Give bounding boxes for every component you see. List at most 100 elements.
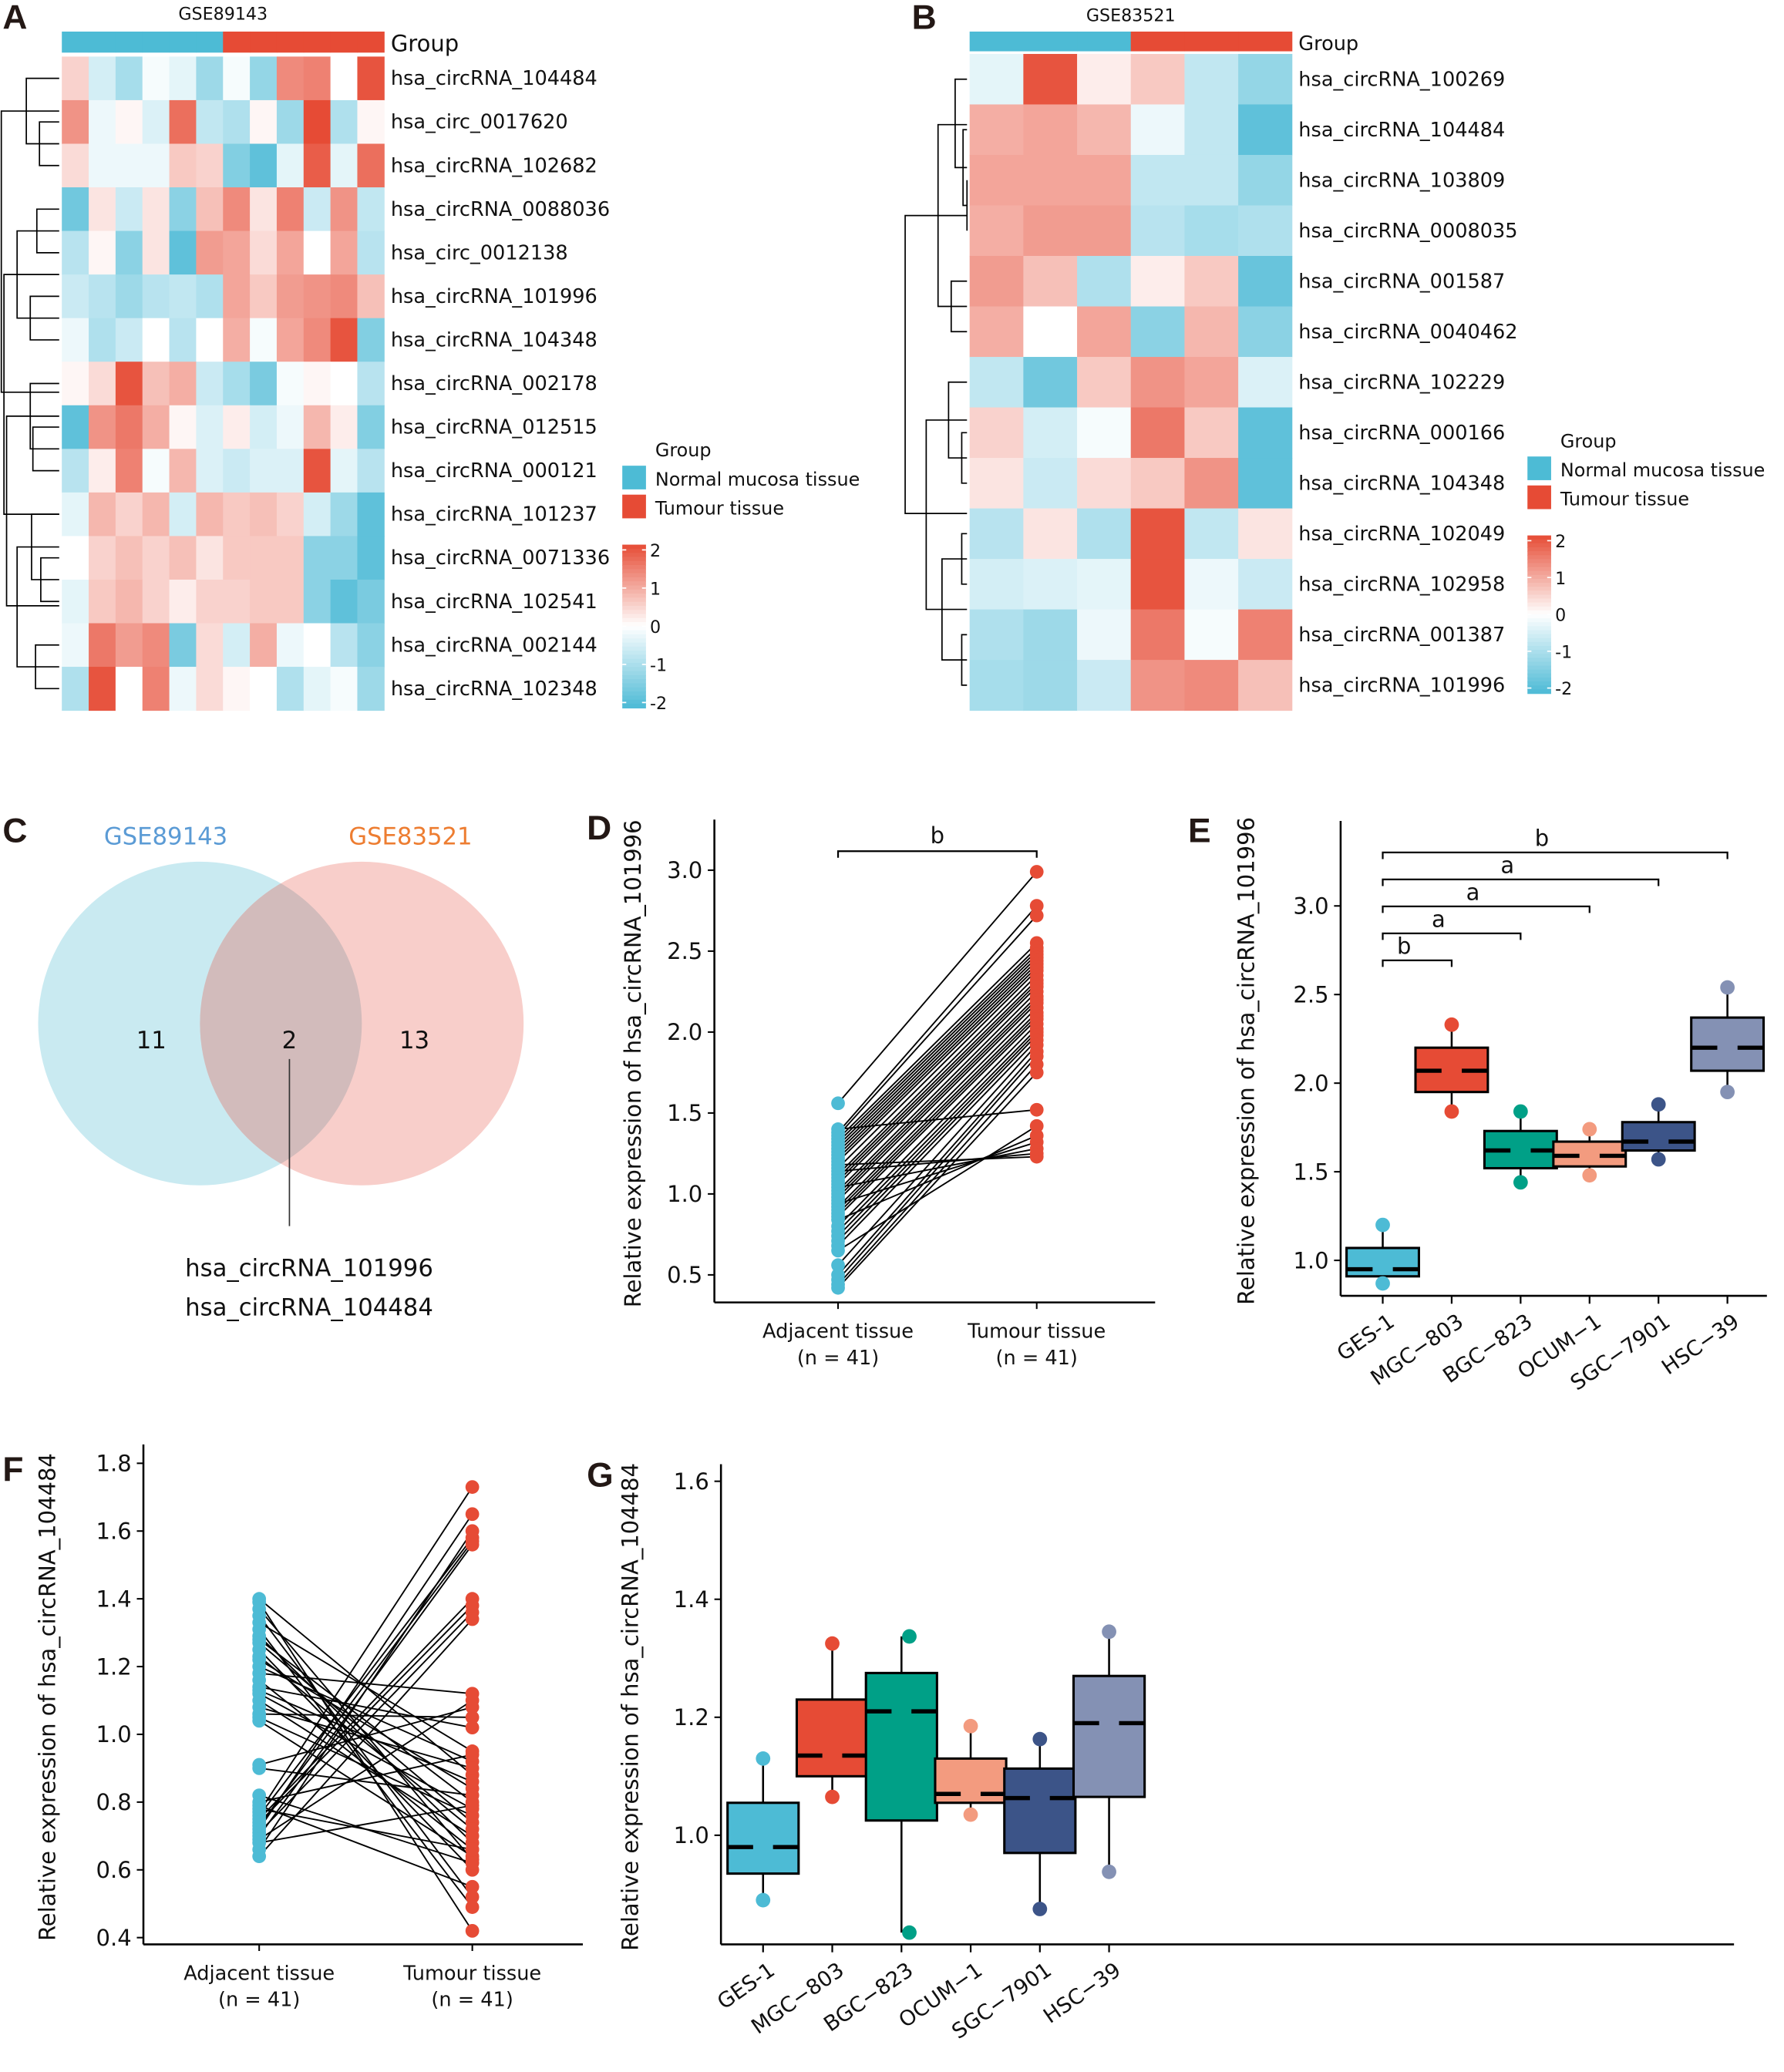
- heatmap-cell: [357, 667, 385, 711]
- significance-label: a: [1500, 852, 1514, 878]
- heatmap-cell: [62, 230, 89, 275]
- dendrogram-branch: [5, 415, 59, 607]
- group-annotation-cell: [89, 31, 116, 53]
- box-max-point: [963, 1718, 978, 1734]
- heatmap-cell: [969, 559, 1024, 610]
- box-min-point: [1032, 1902, 1048, 1916]
- heatmap-cell: [330, 56, 358, 101]
- tumour-point: [465, 1537, 480, 1552]
- heatmap-cell: [223, 230, 251, 275]
- heatmap-cell: [62, 536, 89, 580]
- pair-line: [258, 1642, 473, 1823]
- heatmap-cell: [1184, 256, 1239, 308]
- box-max-point: [1102, 1624, 1116, 1640]
- pair-line: [258, 1706, 473, 1766]
- pair-line: [258, 1612, 473, 1834]
- heatmap-cell: [1077, 609, 1132, 661]
- legend-label: Tumour tissue: [655, 497, 784, 519]
- heatmap-cell: [62, 318, 89, 362]
- row-label: hsa_circRNA_104484: [1298, 119, 1505, 142]
- heatmap-cell: [1238, 609, 1293, 661]
- heatmap-cell: [1023, 508, 1078, 560]
- x-tick-label: Adjacent tissue: [183, 1963, 335, 1986]
- colorbar-segment: [1527, 602, 1551, 607]
- colorbar-tick-label: 0: [650, 617, 661, 637]
- box-max-point: [1582, 1122, 1597, 1137]
- heatmap-cell: [330, 143, 358, 188]
- row-label: hsa_circRNA_101996: [1298, 674, 1505, 697]
- heatmap-cell: [357, 492, 385, 536]
- y-axis-title: Relative expression of hsa_circRNA_10199…: [620, 819, 646, 1307]
- boxplot-panel-g: 1.0 1.2 1.4 1.6 Relative expression of hsa_c…: [618, 1463, 1735, 2044]
- heatmap-cell: [142, 492, 170, 536]
- venn-panel-c: GSE89143 GSE83521 11 2 13 hsa_circRNA_101996h…: [38, 823, 524, 1322]
- colorbar-segment: [622, 626, 646, 631]
- colorbar-segment: [1527, 610, 1551, 615]
- heatmap-cell: [276, 492, 305, 536]
- heatmap-cell: [196, 405, 224, 449]
- heatmap-cell: [303, 449, 332, 493]
- tumour-point: [465, 1507, 480, 1522]
- heatmap-cell: [303, 667, 332, 711]
- venn-overlap: [200, 861, 362, 1186]
- box-body: [795, 1698, 870, 1778]
- heatmap-cell: [89, 187, 116, 232]
- heatmap-cell: [1023, 306, 1078, 358]
- heatmap-cell: [250, 187, 278, 232]
- heatmap-cell: [1077, 53, 1132, 105]
- row-label: hsa_circRNA_102541: [391, 590, 597, 614]
- heatmap-cell: [969, 660, 1024, 711]
- colorbar-segment: [1527, 587, 1551, 592]
- heatmap-cell: [1023, 458, 1078, 510]
- heatmap-cell: [115, 492, 143, 536]
- colorbar-segment: [1527, 654, 1551, 659]
- heatmap-cell: [969, 104, 1024, 156]
- heatmap-cell: [969, 205, 1024, 257]
- heatmap-cell: [1184, 53, 1239, 105]
- tumour-point: [1029, 1065, 1044, 1080]
- row-label: hsa_circRNA_001387: [1298, 624, 1505, 647]
- legend-label: Normal mucosa tissue: [655, 469, 860, 490]
- colorbar-segment: [622, 674, 646, 681]
- heatmap-cell: [115, 143, 143, 188]
- tumour-point: [1029, 1102, 1044, 1117]
- heatmap-cell: [223, 56, 251, 101]
- heatmap-cell: [276, 274, 305, 319]
- heatmap-cell: [1184, 104, 1239, 156]
- heatmap-cell: [62, 187, 89, 232]
- legend-title: Group: [1560, 430, 1617, 452]
- heatmap-cell: [969, 458, 1024, 510]
- box-max-point: [1720, 980, 1735, 995]
- heatmap-cell: [89, 56, 116, 101]
- box-max-point: [1651, 1097, 1666, 1112]
- tumour-point: [465, 1798, 480, 1813]
- heatmap-cell: [115, 449, 143, 493]
- pair-line: [837, 1051, 1038, 1276]
- y-tick-label: 0.8: [96, 1789, 132, 1815]
- adjacent-point: [252, 1761, 267, 1775]
- row-label: hsa_circ_0017620: [391, 111, 568, 134]
- heatmap-cell: [196, 536, 224, 580]
- y-tick-label: 2.0: [667, 1019, 702, 1045]
- row-label: hsa_circRNA_104348: [391, 328, 597, 352]
- colorbar-segment: [622, 601, 646, 607]
- heatmap-cell: [223, 492, 251, 536]
- colorbar-tick-label: -1: [1555, 642, 1572, 662]
- y-tick-label: 2.0: [1293, 1070, 1328, 1096]
- colorbar-segment: [1527, 681, 1551, 687]
- pair-line: [258, 1656, 473, 1830]
- heatmap-cell: [1238, 256, 1293, 308]
- pair-line: [837, 1023, 1038, 1227]
- adjacent-point: [831, 1258, 845, 1273]
- heatmap-cell: [357, 536, 385, 580]
- row-label: hsa_circRNA_102049: [1298, 523, 1505, 546]
- heatmap-cell: [142, 318, 170, 362]
- adjacent-point: [831, 1096, 845, 1111]
- pair-line: [258, 1717, 473, 1817]
- heatmap-cell: [330, 623, 358, 668]
- heatmap-cell: [303, 362, 332, 406]
- colorbar-segment: [1527, 590, 1551, 596]
- colorbar-segment: [622, 573, 646, 578]
- tumour-point: [465, 1524, 480, 1539]
- pair-line: [258, 1700, 473, 1837]
